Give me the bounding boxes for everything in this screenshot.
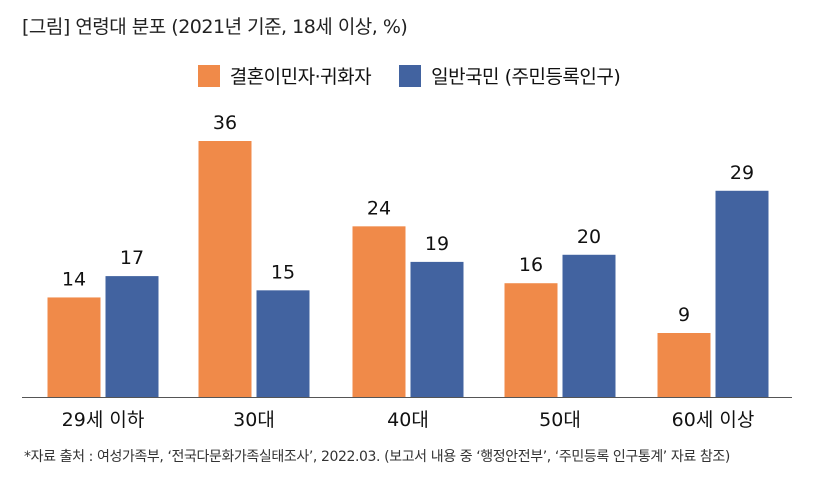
- legend-item-series-1: 결혼이민자·귀화자: [197, 62, 372, 89]
- chart-title: [그림] 연령대 분포 (2021년 기준, 18세 이상, %): [22, 16, 408, 38]
- x-tick-label-4: 50대: [539, 409, 581, 431]
- data-label-series-2-4: 20: [577, 226, 601, 248]
- x-tick-label-3: 40대: [387, 409, 429, 431]
- data-label-series-2-3: 19: [425, 233, 449, 255]
- data-label-series-1-5: 9: [678, 304, 690, 326]
- data-label-series-2-5: 29: [730, 162, 754, 184]
- bar-series-1-5: [657, 333, 711, 397]
- bar-series-2-2: [256, 290, 310, 397]
- source-footnote: *자료 출처 : 여성가족부, ‘전국다문화가족실태조사’, 2022.03. …: [24, 449, 730, 465]
- bar-series-1-3: [352, 226, 406, 397]
- legend-label-series-1: 결혼이민자·귀화자: [229, 66, 372, 88]
- data-label-series-2-2: 15: [271, 261, 295, 283]
- bar-series-2-4: [562, 254, 616, 397]
- x-tick-label-1: 29세 이하: [62, 409, 145, 431]
- chart-legend: 결혼이민자·귀화자 일반국민 (주민등록인구): [0, 62, 818, 89]
- x-tick-label-2: 30대: [233, 409, 275, 431]
- x-tick-label-5: 60세 이상: [672, 409, 755, 431]
- legend-swatch-series-1: [197, 64, 220, 87]
- data-label-series-1-1: 14: [62, 268, 86, 290]
- legend-label-series-2: 일반국민 (주민등록인구): [431, 66, 621, 88]
- bar-series-1-4: [504, 283, 558, 397]
- legend-item-series-2: 일반국민 (주민등록인구): [399, 62, 621, 89]
- data-label-series-1-2: 36: [213, 112, 237, 134]
- bar-series-2-3: [410, 261, 464, 397]
- bar-series-2-5: [715, 190, 769, 397]
- legend-swatch-series-2: [399, 64, 422, 87]
- bar-series-1-2: [198, 141, 252, 397]
- data-label-series-1-3: 24: [367, 197, 391, 219]
- bar-series-1-1: [47, 297, 101, 397]
- bar-series-2-1: [105, 276, 159, 397]
- data-label-series-2-1: 17: [120, 247, 144, 269]
- data-label-series-1-4: 16: [519, 254, 543, 276]
